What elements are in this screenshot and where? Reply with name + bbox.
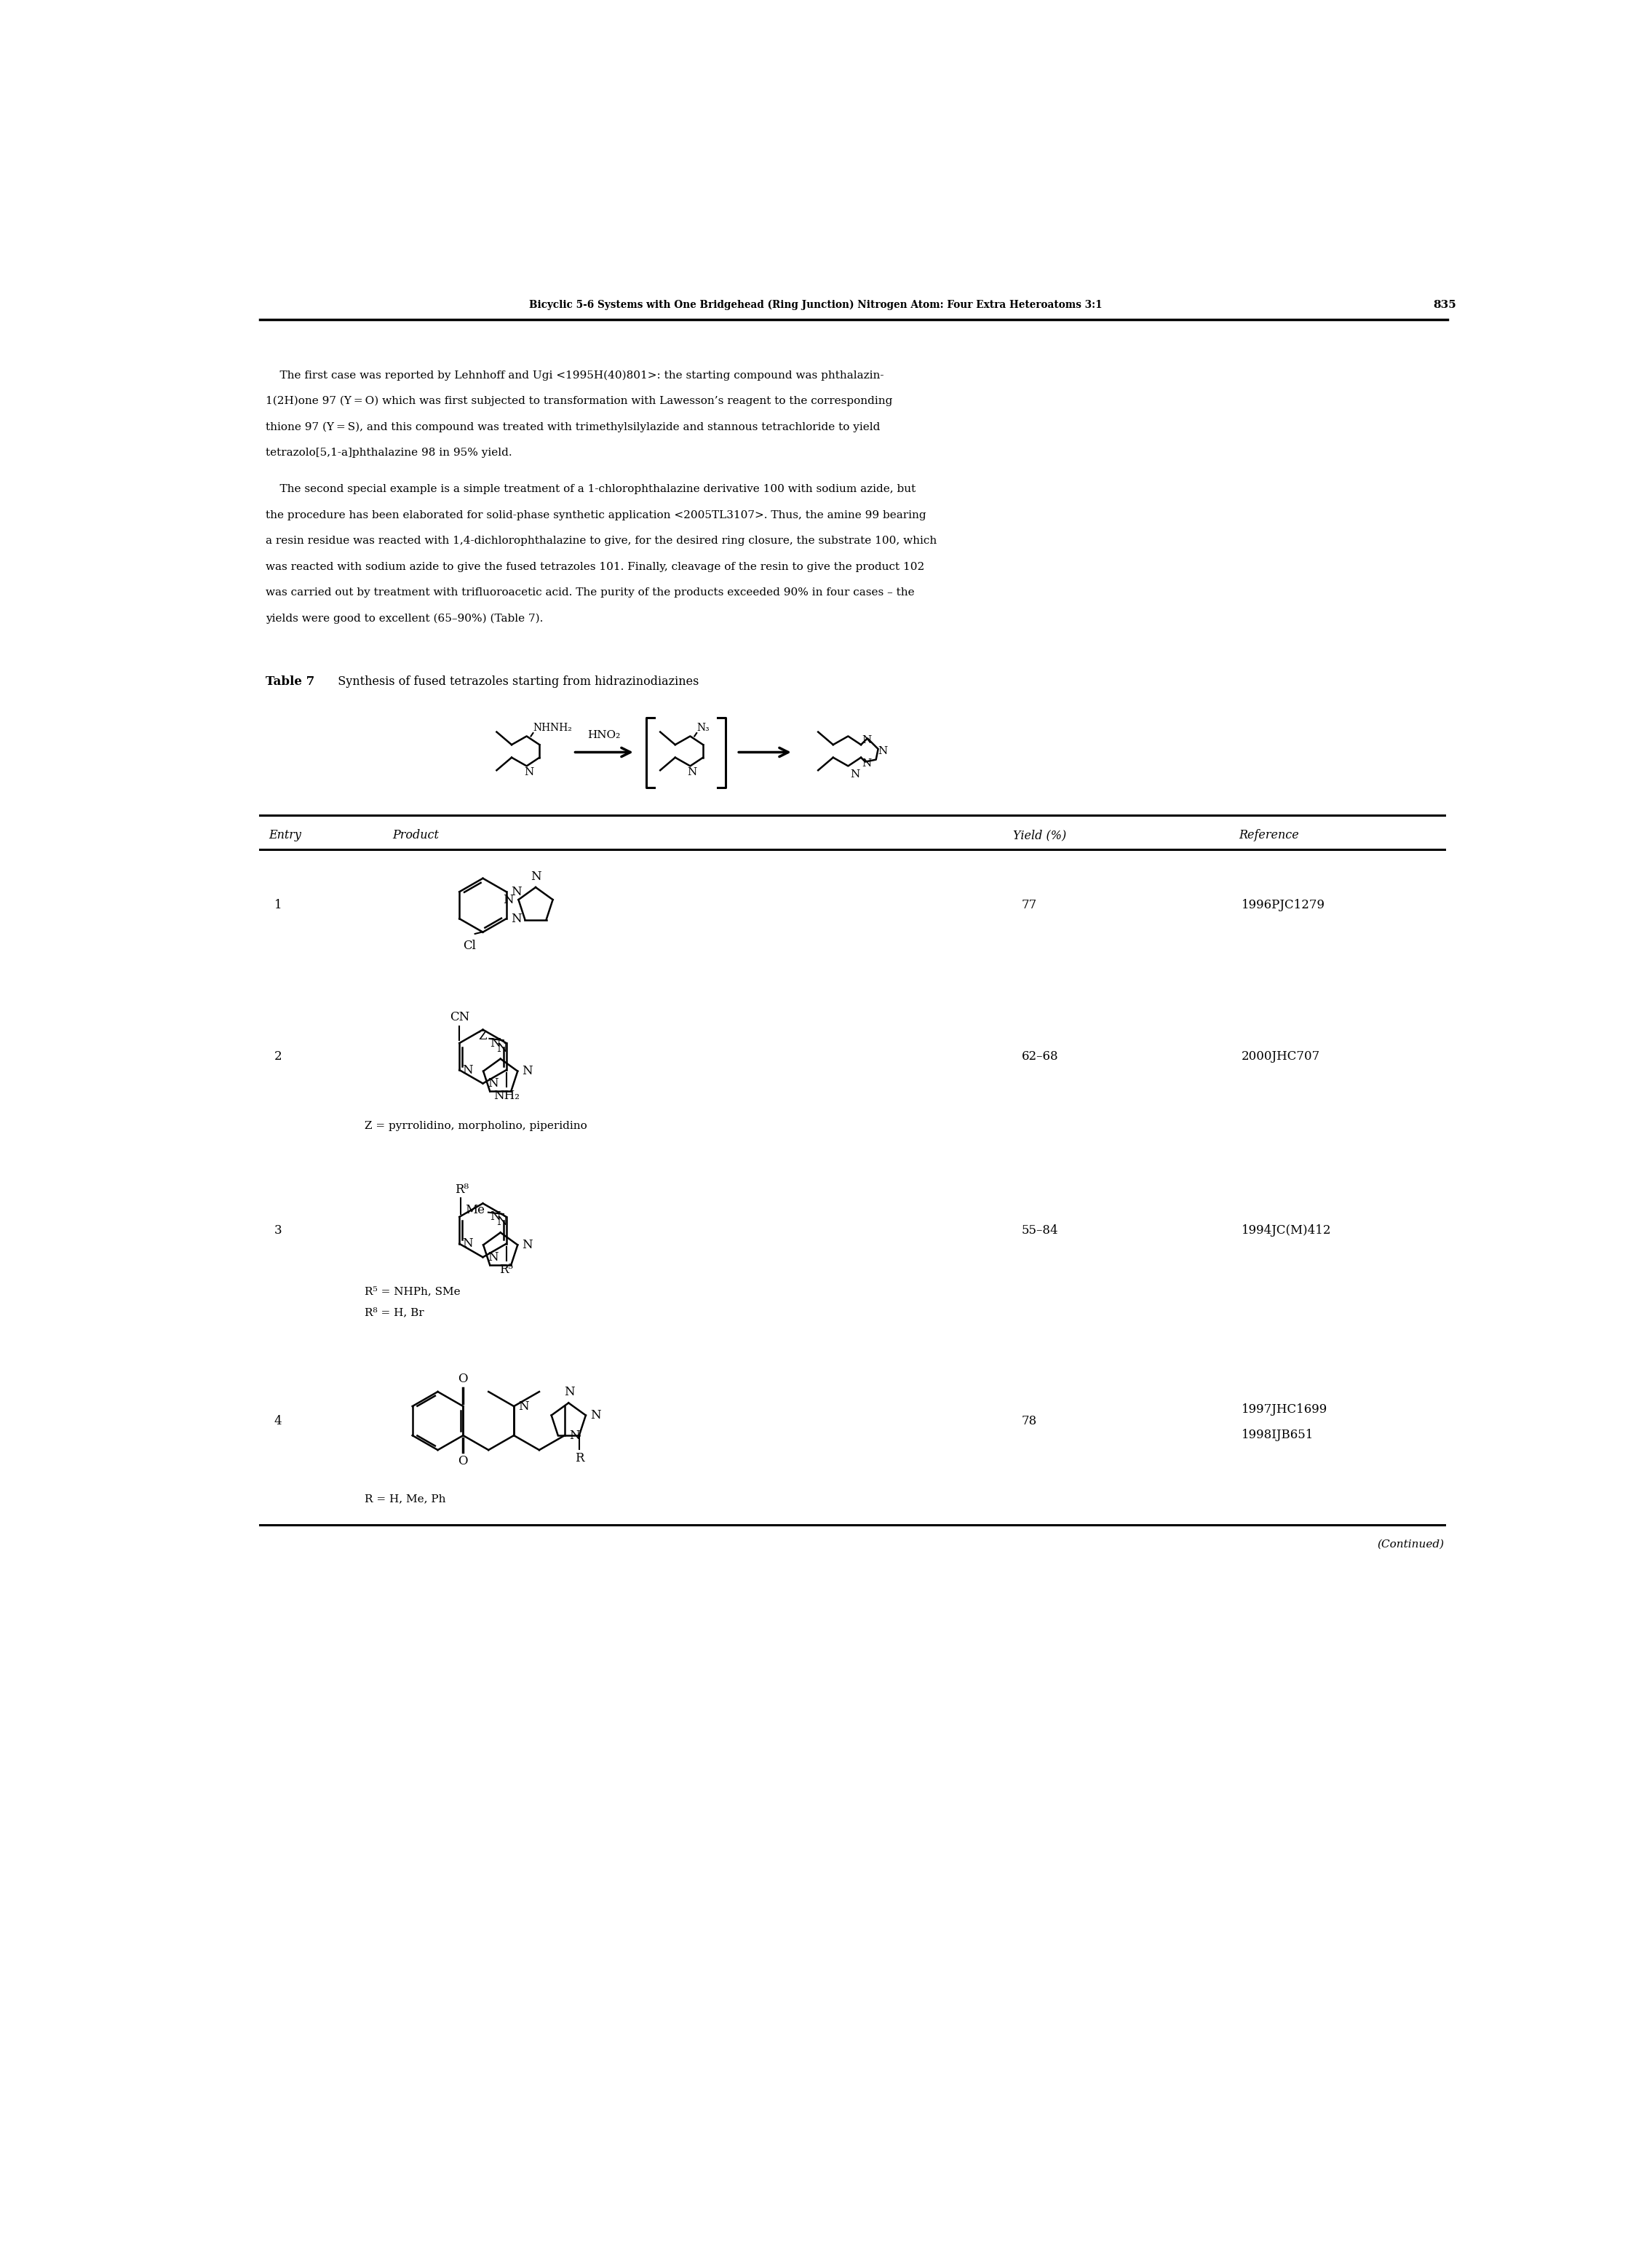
Text: Z = pyrrolidino, morpholino, piperidino: Z = pyrrolidino, morpholino, piperidino (365, 1121, 586, 1131)
Text: N: N (530, 872, 540, 883)
Text: Synthesis of fused tetrazoles starting from hidrazinodiazines: Synthesis of fused tetrazoles starting f… (330, 676, 699, 687)
Text: (Continued): (Continued) (1378, 1538, 1444, 1549)
Text: Cl: Cl (463, 939, 476, 953)
Text: R⁸: R⁸ (456, 1182, 469, 1196)
Text: Me: Me (466, 1205, 486, 1216)
Text: N: N (487, 1076, 497, 1090)
Text: N: N (851, 770, 861, 779)
Text: Reference: Reference (1239, 829, 1298, 842)
Text: R: R (575, 1453, 583, 1464)
Text: N: N (491, 1212, 501, 1223)
Text: Entry: Entry (269, 829, 301, 842)
Text: N: N (565, 1385, 575, 1398)
Text: 62–68: 62–68 (1021, 1049, 1059, 1063)
Text: NH₂: NH₂ (494, 1090, 519, 1101)
Text: 78: 78 (1021, 1414, 1037, 1428)
Text: N: N (879, 745, 887, 757)
Text: N: N (463, 1063, 472, 1076)
Text: The first case was reported by Lehnhoff and Ugi <1995H(40)801>: the starting com: The first case was reported by Lehnhoff … (266, 369, 884, 381)
Text: yields were good to excellent (65–90%) (Table 7).: yields were good to excellent (65–90%) (… (266, 613, 544, 624)
Text: Bicyclic 5-6 Systems with One Bridgehead (Ring Junction) Nitrogen Atom: Four Ext: Bicyclic 5-6 Systems with One Bridgehead… (529, 300, 1102, 311)
Text: 3: 3 (274, 1225, 282, 1236)
Text: 1(2H)one 97 (Y = O) which was first subjected to transformation with Lawesson’s : 1(2H)one 97 (Y = O) which was first subj… (266, 396, 892, 405)
Text: N: N (687, 768, 697, 777)
Text: N: N (504, 894, 514, 905)
Text: N: N (496, 1216, 507, 1227)
Text: 835: 835 (1432, 300, 1455, 311)
Text: thione 97 (Y = S), and this compound was treated with trimethylsilylazide and st: thione 97 (Y = S), and this compound was… (266, 421, 881, 432)
Text: R⁵: R⁵ (499, 1263, 514, 1275)
Text: N: N (590, 1410, 601, 1421)
Text: 1996PJC1279: 1996PJC1279 (1241, 899, 1325, 912)
Text: 55–84: 55–84 (1021, 1225, 1059, 1236)
Text: 1994JC(M)412: 1994JC(M)412 (1241, 1225, 1332, 1236)
Text: N: N (522, 1065, 534, 1076)
Text: was carried out by treatment with trifluoroacetic acid. The purity of the produc: was carried out by treatment with triflu… (266, 588, 915, 597)
Text: N: N (524, 768, 534, 777)
Text: R = H, Me, Ph: R = H, Me, Ph (365, 1493, 446, 1504)
Text: Product: Product (393, 829, 439, 842)
Text: N: N (510, 885, 522, 899)
Text: R⁵ = NHPh, SMe: R⁵ = NHPh, SMe (365, 1286, 461, 1297)
Text: Table 7: Table 7 (266, 676, 314, 687)
Text: 77: 77 (1021, 899, 1037, 912)
Text: NHNH₂: NHNH₂ (534, 723, 572, 732)
Text: 2000JHC707: 2000JHC707 (1241, 1049, 1320, 1063)
Text: N: N (519, 1401, 529, 1412)
Text: N: N (496, 1043, 507, 1054)
Text: R⁸ = H, Br: R⁸ = H, Br (365, 1308, 425, 1317)
Text: Yield (%): Yield (%) (1013, 829, 1066, 842)
Text: the procedure has been elaborated for solid-phase synthetic application <2005TL3: the procedure has been elaborated for so… (266, 511, 927, 520)
Text: 1997JHC1699: 1997JHC1699 (1241, 1403, 1328, 1417)
Text: Z: Z (477, 1029, 487, 1043)
Text: N: N (522, 1239, 534, 1252)
Text: HNO₂: HNO₂ (588, 730, 621, 741)
Text: N: N (491, 1036, 501, 1049)
Text: N: N (862, 759, 872, 768)
Text: N₃: N₃ (697, 723, 709, 732)
Text: CN: CN (449, 1011, 469, 1022)
Text: a resin residue was reacted with 1,4-dichlorophthalazine to give, for the desire: a resin residue was reacted with 1,4-dic… (266, 536, 937, 545)
Text: O: O (458, 1374, 468, 1385)
Text: 1998IJB651: 1998IJB651 (1241, 1428, 1313, 1441)
Text: was reacted with sodium azide to give the fused tetrazoles 101. Finally, cleavag: was reacted with sodium azide to give th… (266, 561, 925, 572)
Text: 1: 1 (274, 899, 282, 912)
Text: N: N (487, 1252, 497, 1263)
Text: The second special example is a simple treatment of a 1-chlorophthalazine deriva: The second special example is a simple t… (266, 484, 915, 495)
Text: N: N (862, 736, 872, 745)
Text: 4: 4 (274, 1414, 282, 1428)
Text: N: N (463, 1239, 472, 1250)
Text: tetrazolo[5,1-a]phthalazine 98 in 95% yield.: tetrazolo[5,1-a]phthalazine 98 in 95% yi… (266, 448, 512, 457)
Text: N: N (570, 1430, 580, 1441)
Text: O: O (458, 1455, 468, 1468)
Text: 2: 2 (274, 1049, 282, 1063)
Text: N: N (510, 912, 522, 926)
